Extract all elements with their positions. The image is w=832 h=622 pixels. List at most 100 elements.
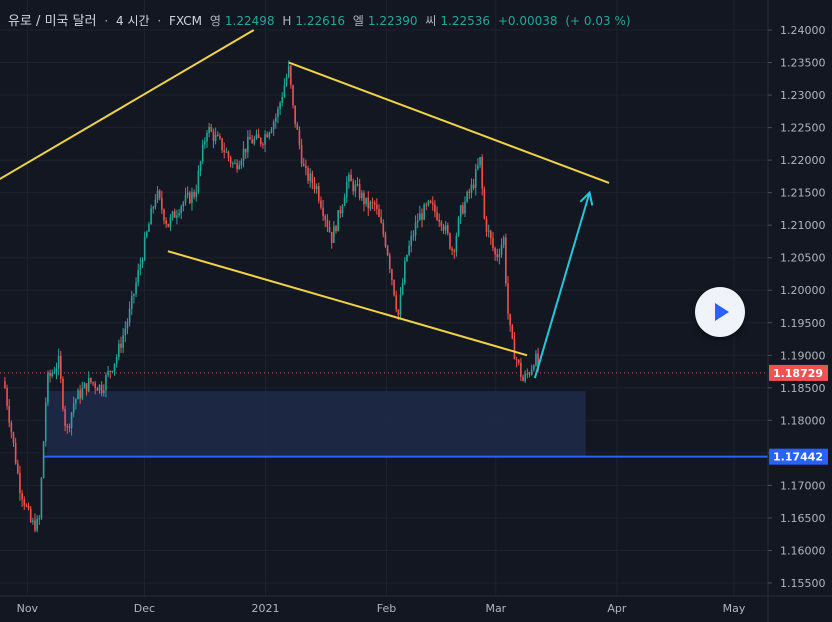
candle-body — [77, 390, 79, 400]
demand-zone — [0, 372, 768, 458]
candle-body — [341, 206, 344, 214]
candle-body — [141, 260, 144, 265]
candle-body — [83, 383, 86, 389]
candle-body — [337, 210, 339, 232]
candle-body — [320, 200, 322, 208]
demand-zone-box — [46, 391, 586, 457]
candle-body — [240, 160, 243, 166]
candle-body — [201, 144, 204, 162]
candle-body — [487, 230, 490, 232]
candle-body — [530, 369, 533, 375]
candle-body — [507, 283, 509, 314]
candle-body — [376, 204, 378, 209]
candle-body — [528, 373, 531, 375]
candle-body — [423, 204, 425, 220]
candle-body — [500, 244, 503, 255]
candle-body — [219, 135, 221, 139]
candle-body — [195, 191, 198, 197]
candle-body — [502, 237, 505, 245]
candle-body — [120, 343, 122, 348]
candle-body — [277, 108, 279, 118]
candle-body — [72, 403, 75, 413]
candle-body — [234, 163, 236, 165]
candle-body — [378, 208, 380, 217]
legend-header: 유로 / 미국 달러 · 4 시간 · FXCM 영 1.22498 H 1.226… — [8, 10, 635, 29]
time-tick-label: Nov — [17, 602, 39, 615]
candle-body — [111, 371, 114, 373]
candle-body — [109, 370, 112, 372]
candle-body — [118, 343, 120, 358]
play-button[interactable] — [695, 287, 745, 337]
forecast-arrow-shaft[interactable] — [533, 192, 591, 379]
candle-body — [298, 129, 301, 145]
price-tick-label: 1.21500 — [780, 187, 826, 200]
candle-body — [36, 518, 38, 531]
candle-body — [429, 200, 432, 203]
candle-body — [199, 161, 202, 171]
price-tick-label: 1.16000 — [780, 544, 826, 557]
candle-body — [272, 121, 275, 130]
high-value: 1.22616 — [295, 14, 346, 28]
time-tick-label: Feb — [377, 602, 396, 615]
candle-body — [42, 441, 45, 479]
candle-body — [212, 131, 215, 141]
candle-body — [326, 219, 329, 228]
candle-body — [449, 233, 451, 249]
candle-body — [214, 134, 217, 141]
candle-body — [98, 384, 101, 391]
candle-body — [404, 261, 406, 284]
candle-body — [259, 138, 262, 145]
candle-body — [380, 216, 382, 223]
price-tick-label: 1.23500 — [780, 57, 826, 70]
candle-body — [517, 359, 520, 363]
symbol-name[interactable]: 유로 / 미국 달러 — [8, 14, 97, 29]
candle-body — [152, 207, 155, 209]
trendline[interactable] — [167, 250, 528, 357]
candle-body — [391, 269, 393, 280]
candle-body — [287, 65, 290, 77]
candle-body — [51, 373, 54, 377]
candle-body — [10, 422, 13, 433]
close-label: 씨 — [425, 14, 437, 28]
forecast-arrow-head[interactable] — [579, 190, 594, 206]
candle-body — [270, 129, 273, 133]
candle-body — [406, 254, 408, 262]
candle-body — [85, 383, 88, 392]
candle-body — [90, 377, 92, 383]
candle-body — [513, 338, 516, 360]
change-value: +0.00038 — [497, 14, 558, 28]
price-tick-label: 1.18000 — [780, 414, 826, 427]
candle-body — [275, 117, 277, 122]
candle-body — [154, 199, 157, 208]
candle-body — [302, 163, 305, 166]
time-axis[interactable]: Nov Dec 2021 Feb Mar Apr May — [17, 602, 746, 615]
candle-body — [479, 157, 481, 166]
candle-body — [49, 373, 51, 377]
interval-label[interactable]: 4 시간 — [116, 14, 150, 28]
candle-body — [14, 443, 17, 464]
candle-body — [249, 136, 251, 140]
candle-body — [115, 357, 118, 364]
candle-body — [339, 210, 342, 214]
price-badges: 1.18729 1.17442 — [769, 364, 828, 465]
price-tick-label: 1.24000 — [780, 24, 826, 37]
candle-body — [53, 372, 56, 374]
support-price-badge — [769, 448, 828, 465]
candle-body — [257, 134, 260, 139]
price-tick-label: 1.20500 — [780, 252, 826, 265]
candle-body — [382, 222, 385, 235]
trendline[interactable] — [0, 29, 255, 193]
price-axis[interactable]: 1.24000 1.23500 1.23000 1.22500 1.22000 1.215… — [768, 24, 826, 590]
open-label: 영 — [209, 14, 221, 28]
candle-body — [137, 269, 140, 283]
candle-body — [533, 365, 535, 370]
candle-body — [425, 204, 428, 206]
candle-body — [447, 225, 449, 234]
candle-body — [354, 184, 357, 192]
candle-body — [103, 390, 105, 394]
trendline[interactable] — [288, 61, 610, 184]
candle-body — [427, 200, 430, 206]
candle-body — [492, 238, 494, 249]
